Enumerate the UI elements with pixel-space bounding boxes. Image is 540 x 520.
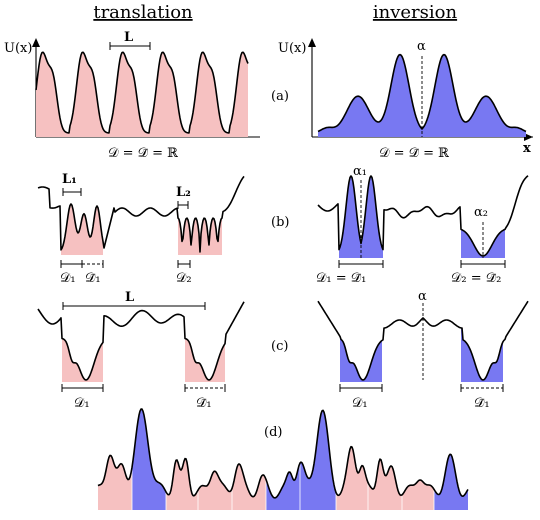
- domain-D1-eq-b: 𝒟₁ = 𝒟̃₁: [316, 271, 366, 286]
- arrow-up-icon: [32, 38, 40, 47]
- period-label: L: [124, 30, 133, 45]
- local-symmetric-region-2: [461, 229, 505, 258]
- symmetric-region: [318, 54, 526, 137]
- domain-D2-eq-b: 𝒟₂ = 𝒟̃₂: [451, 271, 501, 286]
- potential-curve-b-left: [37, 175, 245, 253]
- panel-d-combined: [97, 408, 469, 510]
- local-symmetric-region-1: [339, 176, 383, 258]
- segment-fill-6: [368, 459, 434, 510]
- potential-label-a-left: U(x): [4, 41, 32, 56]
- segment-fill-5: [336, 446, 368, 510]
- segment-fills: [98, 409, 468, 510]
- domain-D1-tilde-b: 𝒟̃₁: [85, 271, 101, 286]
- panel-c-translation: L 𝒟₁ 𝒟̃₁: [37, 290, 245, 411]
- segment-dividers: [131, 463, 435, 510]
- panel-c-tag: (c): [271, 339, 288, 354]
- translation-length-label: L: [125, 290, 134, 305]
- arrow-up-icon: [308, 38, 316, 47]
- panel-c-inversion: α 𝒟₁ 𝒟̃₁: [317, 289, 529, 411]
- panel-a-inversion: α U(x) x 𝒟 = 𝒟̃ = ℝ: [278, 38, 533, 161]
- x-axis-label: x: [523, 141, 531, 156]
- alpha1-label: α₁: [353, 164, 367, 179]
- domain-label-a-left: 𝒟 = 𝒟̃ = ℝ: [108, 146, 179, 161]
- panel-a-translation: U(x) L 𝒟 = 𝒟̃ = ℝ: [4, 30, 260, 161]
- domain-D1-c-left: 𝒟₁: [74, 396, 90, 411]
- panel-b-translation: L₁ L₂ 𝒟₁ 𝒟̃₁ 𝒟₂: [37, 172, 245, 286]
- potential-curve-b-right: [317, 175, 529, 257]
- potential-curve-c-left: [37, 301, 245, 381]
- panel-a-tag: (a): [271, 89, 289, 104]
- period-label-L2: L₂: [176, 185, 191, 200]
- local-periodic-region-1: [61, 204, 103, 255]
- segment-fill-7: [434, 454, 468, 510]
- domain-D1-tilde-c-right: 𝒟̃₁: [474, 396, 490, 411]
- panel-b-inversion: α₁ α₂ 𝒟₁ = 𝒟̃₁ 𝒟₂ = 𝒟̃₂: [316, 164, 529, 286]
- inversion-title: inversion: [373, 2, 458, 23]
- combined-potential-curve: [97, 408, 469, 499]
- alpha-label-a: α: [417, 39, 426, 54]
- domain-label-a-right: 𝒟 = 𝒟̃ = ℝ: [379, 146, 450, 161]
- periodic-region: [36, 52, 248, 138]
- panel-b-tag: (b): [271, 215, 289, 230]
- domain-D1-tilde-c-left: 𝒟̃₁: [196, 396, 212, 411]
- domain-D1-b: 𝒟₁: [60, 271, 76, 286]
- inverted-region-2: [461, 327, 503, 382]
- inverted-region-1: [340, 336, 382, 382]
- periodic-potential-curve: [35, 51, 249, 134]
- panel-d-tag: (d): [264, 425, 282, 440]
- potential-label-a-right: U(x): [278, 41, 306, 56]
- domain-D2-b: 𝒟₂: [176, 271, 192, 286]
- translation-title: translation: [93, 2, 193, 23]
- domain-D1-c-right: 𝒟₁: [352, 396, 368, 411]
- segment-fill-1: [132, 409, 166, 510]
- alpha-label-c: α: [418, 289, 427, 304]
- alpha2-label: α₂: [474, 205, 488, 220]
- translated-region-1: [62, 338, 103, 382]
- period-label-L1: L₁: [62, 172, 77, 187]
- arrow-right-icon: [524, 133, 533, 141]
- segment-fill-2: [166, 458, 266, 510]
